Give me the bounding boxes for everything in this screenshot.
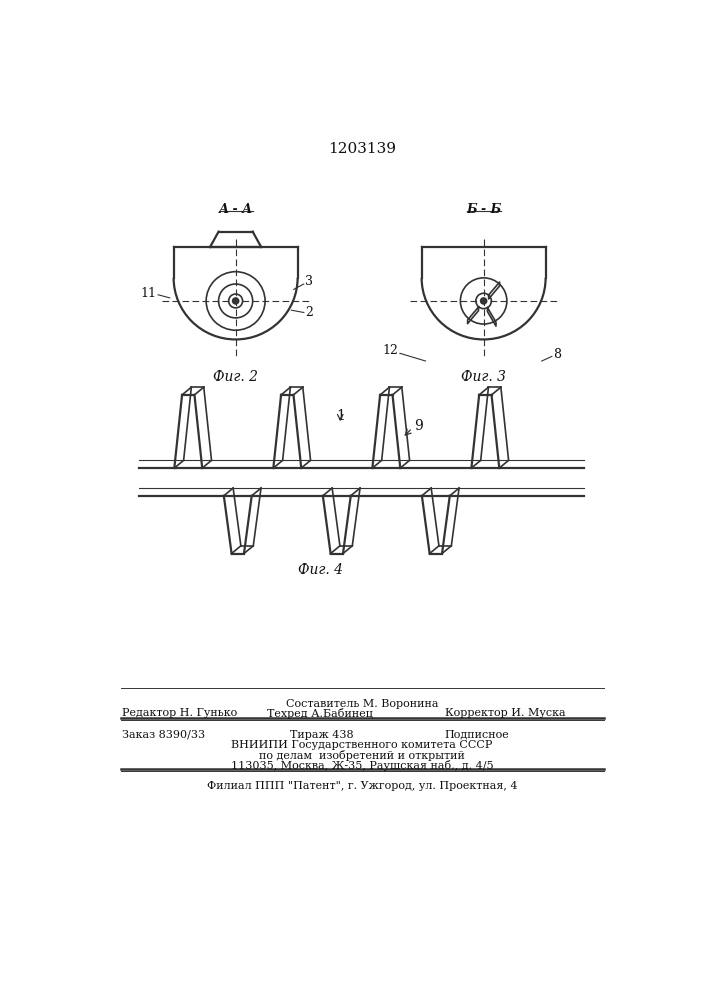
Text: 8: 8 — [554, 348, 561, 361]
Text: 113035, Москва, Ж-35, Раушская наб., д. 4/5: 113035, Москва, Ж-35, Раушская наб., д. … — [230, 760, 493, 771]
Text: Тираж 438: Тираж 438 — [290, 730, 354, 740]
Text: Фиг. 2: Фиг. 2 — [213, 370, 258, 384]
Text: Корректор И. Муска: Корректор И. Муска — [445, 708, 566, 718]
Text: 9: 9 — [414, 419, 423, 433]
Text: 11: 11 — [141, 287, 156, 300]
Text: Техред А.Бабинец: Техред А.Бабинец — [267, 708, 373, 719]
Text: ВНИИПИ Государственного комитета СССР: ВНИИПИ Государственного комитета СССР — [231, 740, 493, 750]
Text: Составитель М. Воронина: Составитель М. Воронина — [286, 699, 438, 709]
Text: 12: 12 — [382, 344, 398, 358]
Text: 1: 1 — [336, 409, 345, 423]
Text: Заказ 8390/33: Заказ 8390/33 — [122, 730, 206, 740]
Text: Подписное: Подписное — [445, 730, 510, 740]
Text: 3: 3 — [305, 275, 313, 288]
Text: Фиг. 4: Фиг. 4 — [298, 563, 344, 577]
Text: Филиал ППП "Патент", г. Ужгород, ул. Проектная, 4: Филиал ППП "Патент", г. Ужгород, ул. Про… — [206, 781, 518, 791]
Text: Фиг. 3: Фиг. 3 — [461, 370, 506, 384]
Text: Б - Б: Б - Б — [466, 203, 501, 216]
Text: 2: 2 — [305, 306, 313, 319]
Text: А - А: А - А — [218, 203, 252, 216]
Text: Редактор Н. Гунько: Редактор Н. Гунько — [122, 708, 238, 718]
Circle shape — [233, 298, 239, 304]
Circle shape — [481, 298, 486, 304]
Text: по делам  изобретений и открытий: по делам изобретений и открытий — [259, 750, 465, 761]
Text: 1203139: 1203139 — [328, 142, 396, 156]
